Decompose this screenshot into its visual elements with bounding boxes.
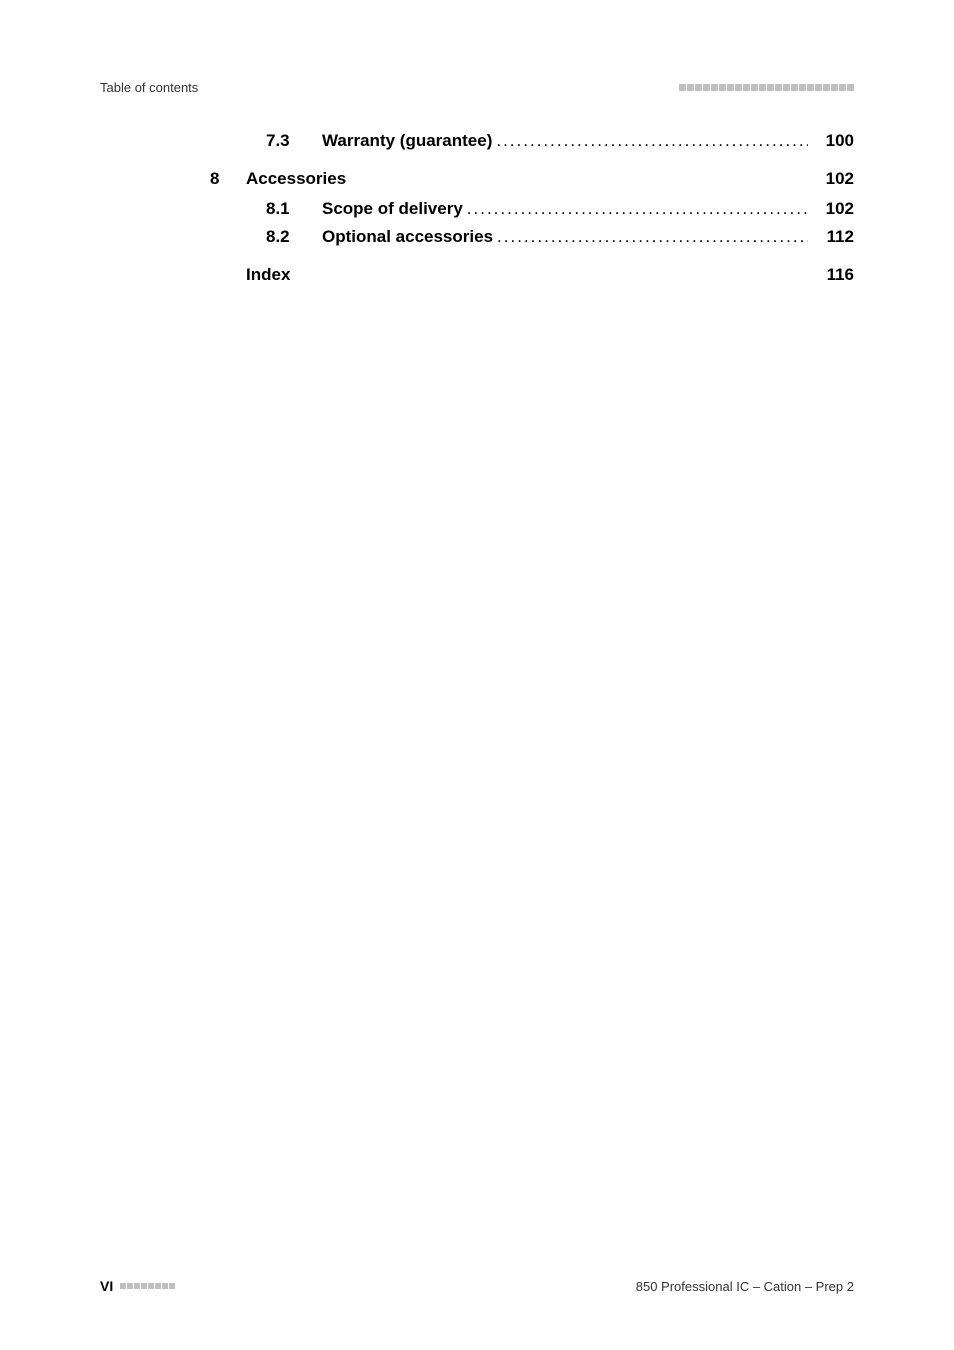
toc-entry-8-1: 8.1 Scope of delivery ..................… [266, 199, 854, 219]
decoration-square [751, 84, 758, 91]
decoration-square [679, 84, 686, 91]
toc-entry-7-3: 7.3 Warranty (guarantee) ...............… [266, 131, 854, 151]
decoration-square [775, 84, 782, 91]
decoration-square [148, 1283, 154, 1289]
toc-number: 7.3 [266, 131, 322, 151]
decoration-square [735, 84, 742, 91]
toc-leader-dots: ........................................… [496, 131, 808, 151]
toc-entry-8-2: 8.2 Optional accessories ...............… [266, 227, 854, 247]
decoration-square [727, 84, 734, 91]
decoration-square [695, 84, 702, 91]
decoration-square [134, 1283, 140, 1289]
toc-title: Scope of delivery [322, 199, 463, 219]
toc-title: Warranty (guarantee) [322, 131, 492, 151]
decoration-square [799, 84, 806, 91]
footer-document-title: 850 Professional IC – Cation – Prep 2 [636, 1279, 854, 1294]
page: Table of contents 7.3 Warranty (guarante… [0, 0, 954, 1350]
toc-page-number: 102 [812, 199, 854, 219]
decoration-square [155, 1283, 161, 1289]
toc-chapter-page: 102 [812, 169, 854, 189]
decoration-square [162, 1283, 168, 1289]
toc-index-page: 116 [812, 265, 854, 285]
decoration-square [767, 84, 774, 91]
decoration-square [141, 1283, 147, 1289]
decoration-square [815, 84, 822, 91]
decoration-square [791, 84, 798, 91]
toc-page-number: 100 [812, 131, 854, 151]
decoration-square [783, 84, 790, 91]
footer-page-number: VI [100, 1278, 113, 1294]
decoration-square [759, 84, 766, 91]
toc-number: 8.1 [266, 199, 322, 219]
decoration-square [823, 84, 830, 91]
decoration-square [839, 84, 846, 91]
decoration-square [711, 84, 718, 91]
page-footer: VI 850 Professional IC – Cation – Prep 2 [100, 1278, 854, 1294]
toc-chapter-title: Accessories [246, 169, 346, 189]
toc-number: 8.2 [266, 227, 322, 247]
decoration-square [807, 84, 814, 91]
header-decoration [678, 84, 854, 91]
decoration-square [743, 84, 750, 91]
toc-chapter-number: 8 [210, 169, 246, 189]
decoration-square [719, 84, 726, 91]
decoration-square [847, 84, 854, 91]
header-title: Table of contents [100, 80, 198, 95]
toc-index-title: Index [246, 265, 290, 285]
toc-page-number: 112 [812, 227, 854, 247]
decoration-square [703, 84, 710, 91]
toc-leader-dots: ........................................… [467, 199, 808, 219]
decoration-square [687, 84, 694, 91]
footer-left: VI [100, 1278, 175, 1294]
decoration-square [127, 1283, 133, 1289]
page-header: Table of contents [100, 80, 854, 95]
table-of-contents: 7.3 Warranty (guarantee) ...............… [210, 131, 854, 285]
toc-title: Optional accessories [322, 227, 493, 247]
decoration-square [831, 84, 838, 91]
toc-leader-dots: ........................................… [497, 227, 808, 247]
footer-decoration [119, 1283, 175, 1289]
decoration-square [120, 1283, 126, 1289]
toc-chapter-8: 8 Accessories 102 [210, 169, 854, 189]
decoration-square [169, 1283, 175, 1289]
toc-index: Index 116 [210, 265, 854, 285]
